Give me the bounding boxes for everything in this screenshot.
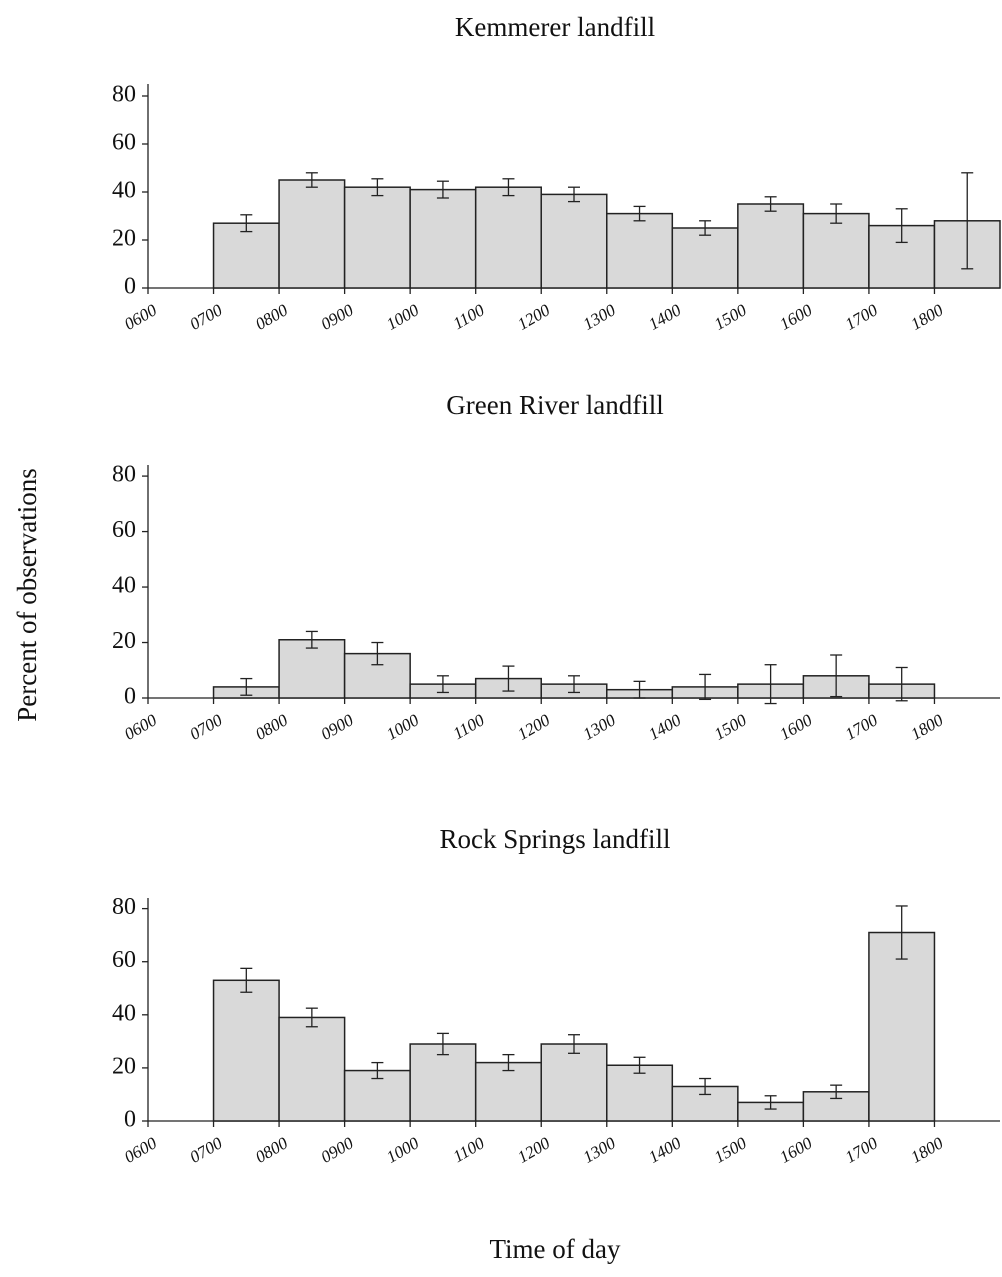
x-tick-label: 1100 [450,710,488,743]
y-tick-label: 0 [124,684,136,710]
x-tick-label: 1600 [776,1133,815,1167]
y-tick-label: 60 [112,130,136,156]
x-tick-label: 0800 [252,1133,291,1167]
bar [278,179,346,289]
chart-title: Rock Springs landfill [440,824,671,854]
y-tick-label: 40 [112,178,136,204]
bar [540,1043,608,1122]
x-tick-label: 1000 [383,1133,422,1167]
y-tick-label: 60 [112,517,136,543]
x-tick-label: 0900 [318,300,357,334]
x-tick-label: 1600 [776,300,815,334]
x-tick-label: 1800 [907,710,946,744]
bar [474,186,542,289]
bar [212,979,280,1122]
x-tick-label: 1500 [711,710,750,744]
x-tick-label: 0800 [252,710,291,744]
x-tick-label: 0600 [121,710,160,744]
x-tick-label: 1800 [907,1133,946,1167]
x-tick-label: 1000 [383,710,422,744]
bar [343,186,411,289]
x-tick-label: 1200 [514,300,553,334]
x-tick-label: 1400 [645,1133,684,1167]
bar [868,931,936,1122]
y-tick-label: 80 [112,894,136,920]
bar [278,639,346,699]
x-tick-label: 1200 [514,710,553,744]
x-tick-label: 1200 [514,1133,553,1167]
x-tick-label: 0700 [187,710,226,744]
x-tick-label: 1700 [842,1133,881,1167]
x-tick-label: 0600 [121,1133,160,1167]
x-tick-label: 1700 [842,300,881,334]
x-tick-label: 1300 [580,300,619,334]
y-tick-label: 20 [112,1053,136,1079]
x-axis-label: Time of day [489,1234,621,1264]
bar [737,203,805,289]
bar [474,1061,542,1122]
x-tick-label: 1300 [580,1133,619,1167]
bar [802,212,870,289]
y-tick-label: 80 [112,462,136,488]
x-tick-label: 1700 [842,710,881,744]
bar [409,188,477,289]
y-tick-label: 60 [112,947,136,973]
x-tick-label: 0600 [121,300,160,334]
y-tick-label: 20 [112,226,136,252]
x-tick-label: 1100 [450,300,488,333]
y-tick-label: 40 [112,1000,136,1026]
bar [212,222,280,289]
chart-title: Green River landfill [446,390,663,420]
x-tick-label: 1000 [383,300,422,334]
x-tick-label: 0900 [318,1133,357,1167]
x-tick-label: 0700 [187,1133,226,1167]
bar [409,1043,477,1122]
y-tick-label: 40 [112,573,136,599]
chart-title: Kemmerer landfill [455,12,655,42]
y-tick-label: 20 [112,628,136,654]
x-tick-label: 1400 [645,300,684,334]
bar [606,212,674,289]
bar [278,1016,346,1122]
x-tick-label: 1100 [450,1133,488,1166]
x-tick-label: 1800 [907,300,946,334]
y-tick-label: 0 [124,1107,136,1133]
x-tick-label: 1300 [580,710,619,744]
x-tick-label: 1400 [645,710,684,744]
y-tick-label: 80 [112,82,136,108]
x-tick-label: 1600 [776,710,815,744]
x-tick-label: 0800 [252,300,291,334]
bar [671,227,739,289]
x-tick-label: 1500 [711,300,750,334]
x-tick-label: 0900 [318,710,357,744]
y-tick-label: 0 [124,274,136,300]
y-axis-label: Percent of observations [12,468,42,721]
bar [540,193,608,289]
x-tick-label: 1500 [711,1133,750,1167]
x-tick-label: 0700 [187,300,226,334]
